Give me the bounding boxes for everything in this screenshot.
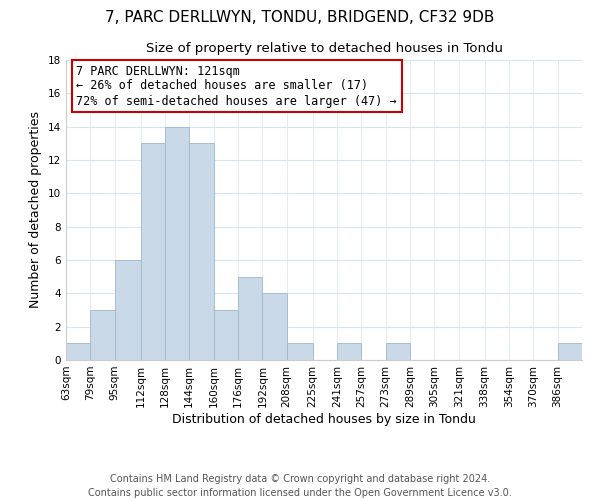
Bar xyxy=(140,144,165,360)
Bar xyxy=(165,126,189,360)
Bar xyxy=(189,144,214,360)
Text: Contains HM Land Registry data © Crown copyright and database right 2024.
Contai: Contains HM Land Registry data © Crown c… xyxy=(88,474,512,498)
Text: 7 PARC DERLLWYN: 121sqm
← 26% of detached houses are smaller (17)
72% of semi-de: 7 PARC DERLLWYN: 121sqm ← 26% of detache… xyxy=(76,64,397,108)
Bar xyxy=(238,276,262,360)
Bar xyxy=(337,344,361,360)
Bar xyxy=(287,344,313,360)
Bar xyxy=(91,310,115,360)
X-axis label: Distribution of detached houses by size in Tondu: Distribution of detached houses by size … xyxy=(172,412,476,426)
Y-axis label: Number of detached properties: Number of detached properties xyxy=(29,112,43,308)
Text: 7, PARC DERLLWYN, TONDU, BRIDGEND, CF32 9DB: 7, PARC DERLLWYN, TONDU, BRIDGEND, CF32 … xyxy=(106,10,494,25)
Bar xyxy=(386,344,410,360)
Bar xyxy=(262,294,287,360)
Bar xyxy=(66,344,91,360)
Bar xyxy=(115,260,140,360)
Title: Size of property relative to detached houses in Tondu: Size of property relative to detached ho… xyxy=(146,42,503,54)
Bar xyxy=(214,310,238,360)
Bar xyxy=(557,344,582,360)
